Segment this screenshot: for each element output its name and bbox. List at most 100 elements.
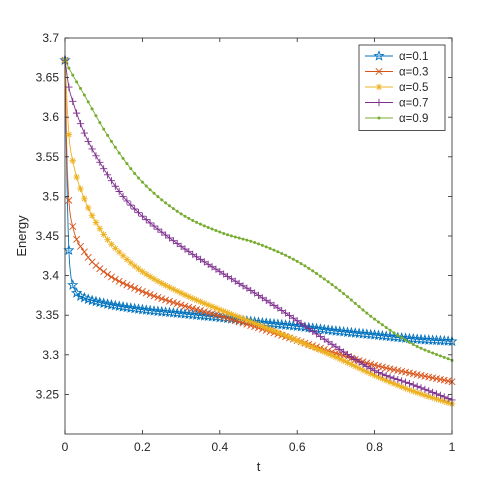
series-5-marker	[78, 86, 82, 90]
series-3-marker	[386, 378, 394, 386]
series-4-marker	[76, 120, 85, 128]
series-4-marker	[293, 317, 301, 325]
series-4-marker	[185, 248, 193, 256]
series-3-marker	[216, 306, 224, 313]
series-3-marker	[301, 340, 309, 348]
series-4-marker	[212, 265, 220, 273]
y-tick-label: 3.5	[42, 189, 59, 203]
series-1-marker	[427, 334, 439, 346]
series-4-marker	[216, 268, 224, 276]
series-4-marker	[150, 222, 158, 230]
series-3-marker	[92, 219, 100, 226]
series-3-marker	[440, 398, 448, 405]
series-5-marker	[140, 180, 144, 184]
series-3-marker	[154, 277, 162, 285]
series-3-marker	[344, 359, 351, 366]
series-4-marker	[405, 379, 414, 388]
series-5-marker	[291, 257, 295, 261]
series-4-marker	[84, 137, 92, 145]
series-3-marker	[266, 326, 274, 333]
series-2-marker	[135, 286, 143, 294]
series-2-marker	[189, 304, 197, 312]
series-5-marker	[396, 333, 400, 337]
series-3-marker	[150, 275, 158, 283]
series-1-marker	[63, 244, 75, 256]
series-3-marker	[88, 212, 96, 220]
series-4-marker	[115, 187, 123, 196]
x-tick-label: 0.2	[134, 440, 151, 454]
series-4-marker	[332, 343, 340, 351]
series-4-marker	[204, 260, 212, 268]
series-2-marker	[150, 292, 158, 300]
series-4-marker	[324, 338, 332, 346]
series-3-marker	[201, 300, 208, 307]
series-5-marker	[102, 127, 106, 131]
series-5-marker	[71, 73, 75, 77]
series-4-marker	[243, 284, 251, 292]
series-4-marker	[127, 201, 135, 209]
series-3-marker	[135, 265, 142, 273]
series-4-marker	[289, 314, 297, 322]
series-4-marker	[390, 374, 398, 382]
series-5-marker	[376, 320, 380, 324]
series-3-marker	[243, 316, 251, 324]
legend-marker	[375, 98, 383, 107]
series-3-marker	[382, 377, 390, 384]
series-5-marker	[257, 242, 260, 246]
series-4-marker	[69, 97, 77, 105]
series-4-marker	[92, 152, 100, 160]
series-5-marker	[148, 188, 152, 192]
legend: α=0.1 α=0.3 α=0.5 α=0.7 α=0.9	[358, 44, 446, 131]
series-4-marker	[177, 242, 185, 250]
series-5-marker	[160, 198, 164, 202]
series-3-marker	[410, 387, 417, 395]
series-3-marker	[162, 282, 169, 289]
series-2-marker	[100, 268, 108, 276]
series-4-marker	[429, 388, 437, 396]
series-5-marker	[369, 314, 373, 318]
series-4-marker	[425, 387, 433, 395]
series-3-marker	[220, 307, 227, 315]
series-1-marker	[67, 279, 79, 290]
series-5-marker	[152, 191, 156, 195]
series-4-marker	[65, 83, 73, 91]
series-5-marker	[264, 245, 268, 249]
series-4-marker	[146, 219, 154, 227]
series-4-marker	[367, 365, 375, 373]
series-4-marker	[394, 375, 402, 384]
series-3-marker	[69, 157, 77, 165]
series-4-marker	[134, 209, 143, 217]
series-2-marker	[65, 196, 73, 204]
series-5-marker	[195, 220, 199, 224]
series-5-marker	[137, 176, 141, 180]
series-5-marker	[206, 225, 210, 229]
series-4-marker	[297, 319, 305, 327]
series-5-marker	[315, 272, 319, 276]
x-tick-label: 1	[449, 440, 456, 454]
series-5-marker	[222, 231, 226, 235]
series-4-marker	[440, 393, 448, 401]
series-5-marker	[167, 204, 171, 208]
series-3-marker	[398, 383, 405, 391]
series-2-marker	[80, 248, 88, 256]
series-5-marker	[407, 340, 411, 344]
series-4	[61, 56, 456, 404]
series-4-marker	[274, 304, 282, 312]
series-5-marker	[156, 195, 160, 199]
series-3-marker	[158, 279, 166, 287]
series-4-marker	[378, 370, 386, 378]
series-3-marker	[336, 355, 344, 363]
series-4-marker	[103, 171, 112, 179]
series-4-marker	[88, 145, 96, 153]
series-4-marker	[189, 250, 197, 258]
series-5-marker	[245, 238, 249, 242]
series-4-marker	[320, 335, 328, 343]
series-4-marker	[247, 286, 255, 295]
series-3-marker	[425, 393, 433, 400]
series-5-marker	[226, 233, 230, 237]
series-3-marker	[351, 363, 359, 370]
series-3-marker	[444, 399, 452, 406]
series-4-marker	[417, 384, 425, 392]
series-5-marker	[82, 93, 86, 97]
x-tick-label: 0.4	[211, 440, 228, 454]
